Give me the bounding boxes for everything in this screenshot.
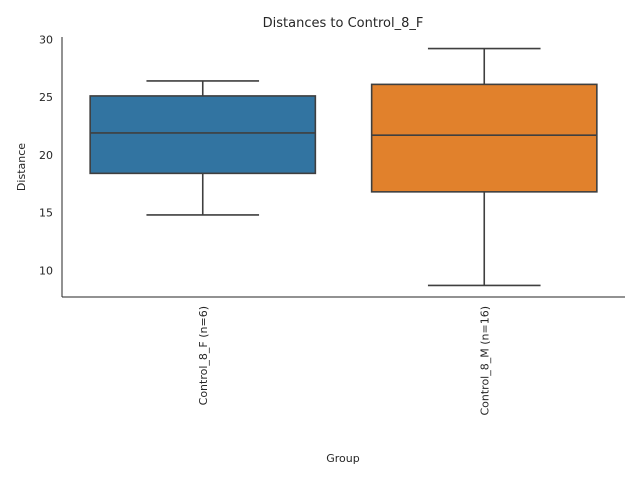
y-tick-label: 20: [39, 149, 53, 162]
y-tick-label: 30: [39, 33, 53, 46]
plot-area: 10 15 20 25 30 Control_8_F (n=6) Control_8_M (…: [39, 33, 625, 416]
x-tick-label: Control_8_F (n=6): [197, 306, 210, 405]
x-tick-label: Control_8_M (n=16): [478, 306, 491, 416]
box-iqr: [89, 95, 317, 175]
chart-title: Distances to Control_8_F: [263, 16, 424, 31]
y-tick-label: 25: [39, 91, 53, 104]
y-tick-label: 10: [39, 264, 53, 277]
box-iqr: [370, 83, 598, 193]
y-axis-label: Distance: [15, 143, 28, 191]
x-axis-label: Group: [326, 452, 360, 465]
y-tick-label: 15: [39, 207, 53, 220]
